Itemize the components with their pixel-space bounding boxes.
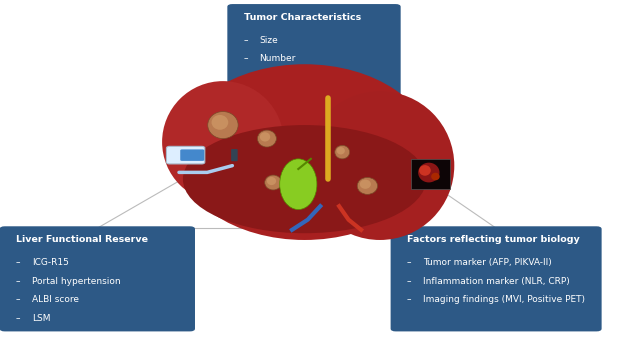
Ellipse shape [212,115,228,130]
Text: ALBI score: ALBI score [31,295,78,304]
Text: Tumor marker (AFP, PIKVA-II): Tumor marker (AFP, PIKVA-II) [423,258,551,267]
Ellipse shape [306,91,454,240]
Text: Location: Location [259,73,298,82]
FancyBboxPatch shape [231,149,237,161]
Text: –: – [16,314,21,323]
Ellipse shape [162,81,284,203]
Text: –: – [244,36,248,45]
Text: –: – [407,295,411,304]
Text: –: – [16,295,21,304]
Text: Inflammation marker (NLR, CRP): Inflammation marker (NLR, CRP) [423,276,570,286]
Ellipse shape [418,163,440,183]
FancyBboxPatch shape [391,226,602,331]
Text: Portal hypertension: Portal hypertension [31,276,121,286]
Text: LSM: LSM [31,314,50,323]
Text: Liver Functional Reserve: Liver Functional Reserve [16,235,148,244]
Text: –: – [407,258,411,267]
Ellipse shape [183,125,426,233]
Text: –: – [16,276,21,286]
Text: –: – [407,276,411,286]
Text: ICG-R15: ICG-R15 [31,258,68,267]
FancyBboxPatch shape [227,4,401,104]
Ellipse shape [279,159,317,210]
Ellipse shape [313,89,328,104]
Ellipse shape [208,112,238,139]
Ellipse shape [357,177,377,194]
Text: Number: Number [259,54,296,64]
FancyBboxPatch shape [166,146,205,164]
FancyBboxPatch shape [180,149,204,161]
Ellipse shape [335,145,350,159]
Ellipse shape [332,90,346,103]
Ellipse shape [260,132,270,142]
Text: Imaging findings (MVI, Positive PET): Imaging findings (MVI, Positive PET) [423,295,585,304]
Ellipse shape [267,177,276,185]
Ellipse shape [176,64,433,240]
Text: Size: Size [259,36,278,45]
Ellipse shape [337,147,345,154]
Text: –: – [16,258,21,267]
Ellipse shape [431,173,440,180]
Ellipse shape [257,130,276,147]
Text: –: – [244,54,248,64]
FancyBboxPatch shape [411,159,450,189]
Text: Factors reflecting tumor biology: Factors reflecting tumor biology [407,235,580,244]
Ellipse shape [265,175,281,190]
Ellipse shape [360,179,371,189]
Ellipse shape [419,165,431,176]
Text: –: – [244,73,248,82]
FancyBboxPatch shape [0,226,195,331]
Text: Tumor Characteristics: Tumor Characteristics [244,13,361,22]
